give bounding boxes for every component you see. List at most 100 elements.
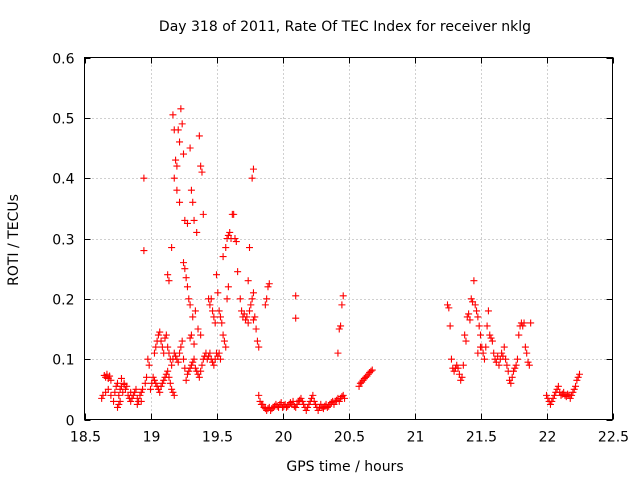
data-point-marker <box>574 373 582 381</box>
data-point-marker <box>165 277 173 285</box>
data-point-marker <box>211 319 219 327</box>
data-point-marker <box>498 349 506 357</box>
data-point-marker <box>253 337 261 345</box>
data-point-marker <box>190 340 198 348</box>
x-tick-labels: 18.5 19 19.5 20 20.5 21 21.5 22 22.5 <box>70 430 629 446</box>
data-point-marker <box>213 271 220 279</box>
data-point-marker <box>161 334 169 342</box>
data-point-marker <box>216 355 224 363</box>
data-point-marker <box>176 138 184 146</box>
data-point-marker <box>209 307 217 315</box>
data-point-marker <box>206 301 214 309</box>
data-point-marker <box>218 319 226 327</box>
data-point-marker <box>190 355 198 363</box>
data-point-marker <box>210 313 218 321</box>
data-point-marker <box>107 376 115 384</box>
data-point-marker <box>566 394 574 402</box>
data-point-marker <box>467 295 475 303</box>
data-point-marker <box>164 271 172 279</box>
y-tick-label: 0.4 <box>52 172 74 188</box>
data-point-marker <box>136 391 144 399</box>
data-point-marker <box>246 244 253 252</box>
data-point-marker <box>550 391 558 399</box>
data-point-marker <box>512 361 520 369</box>
data-point-marker <box>182 376 190 384</box>
data-point-marker <box>220 337 228 345</box>
data-point-marker <box>243 313 251 321</box>
data-point-marker <box>185 295 193 303</box>
data-point-marker <box>158 379 166 387</box>
data-point-marker <box>335 325 343 333</box>
data-point-marker <box>117 374 125 382</box>
data-point-marker <box>461 331 469 339</box>
data-point-marker <box>176 349 184 357</box>
data-point-marker <box>470 277 478 285</box>
data-point-marker <box>183 219 191 227</box>
data-point-marker <box>207 295 215 303</box>
data-point-marker <box>515 331 523 339</box>
data-point-marker <box>189 198 197 206</box>
data-point-marker <box>302 406 310 414</box>
data-point-marker <box>121 385 129 393</box>
data-point-marker <box>248 174 256 182</box>
data-point-marker <box>104 385 112 393</box>
data-point-marker <box>474 349 482 357</box>
data-point-marker <box>219 331 227 339</box>
x-tick-label: 21 <box>407 430 425 446</box>
data-point-marker <box>458 373 466 381</box>
data-point-marker <box>115 391 123 399</box>
data-point-marker <box>173 186 181 194</box>
data-point-marker <box>486 331 494 339</box>
data-point-marker <box>453 361 461 369</box>
data-point-marker <box>236 295 244 303</box>
x-axis-label: GPS time / hours <box>286 459 403 475</box>
data-point-marker <box>144 355 152 363</box>
data-point-marker <box>310 397 318 405</box>
data-point-marker <box>186 334 194 342</box>
data-point-marker <box>261 301 269 309</box>
data-point-marker <box>223 295 231 303</box>
data-point-marker <box>195 373 203 381</box>
data-point-marker <box>248 295 256 303</box>
data-point-marker <box>157 337 165 345</box>
data-point-marker <box>255 343 263 351</box>
data-point-marker <box>197 331 205 339</box>
data-point-marker <box>471 301 479 309</box>
data-point-marker <box>293 400 301 408</box>
data-point-marker <box>147 385 154 393</box>
data-point-marker <box>232 238 240 246</box>
data-point-marker <box>524 358 532 366</box>
y-tick-label: 0.5 <box>52 112 74 128</box>
data-point-marker <box>576 370 583 378</box>
data-point-marker <box>484 307 492 315</box>
data-point-marker <box>152 343 160 351</box>
data-point-marker <box>199 210 207 218</box>
data-point-marker <box>165 373 173 381</box>
data-point-marker <box>527 319 535 327</box>
data-point-marker <box>337 322 345 330</box>
data-point-marker <box>368 366 376 374</box>
data-point-marker <box>145 361 153 369</box>
data-point-marker <box>292 403 300 411</box>
data-point-marker <box>172 352 180 360</box>
data-point-marker <box>224 283 232 291</box>
data-point-marker <box>572 382 580 390</box>
data-point-marker <box>160 376 168 384</box>
data-point-marker <box>115 400 123 408</box>
data-point-marker <box>116 397 124 405</box>
data-point-marker <box>150 349 158 357</box>
x-tick-label: 19.5 <box>202 430 233 446</box>
data-point-marker <box>459 361 467 369</box>
data-point-marker <box>444 301 451 309</box>
data-point-marker <box>106 372 114 380</box>
data-point-marker <box>127 388 135 396</box>
data-point-marker <box>174 126 182 134</box>
data-point-marker <box>197 162 205 170</box>
data-point-marker <box>513 355 521 363</box>
data-point-marker <box>177 343 185 351</box>
data-points <box>98 105 583 414</box>
data-point-marker <box>143 373 151 381</box>
data-point-marker <box>226 228 234 236</box>
x-tick-label: 20 <box>275 430 293 446</box>
data-point-marker <box>176 198 184 206</box>
